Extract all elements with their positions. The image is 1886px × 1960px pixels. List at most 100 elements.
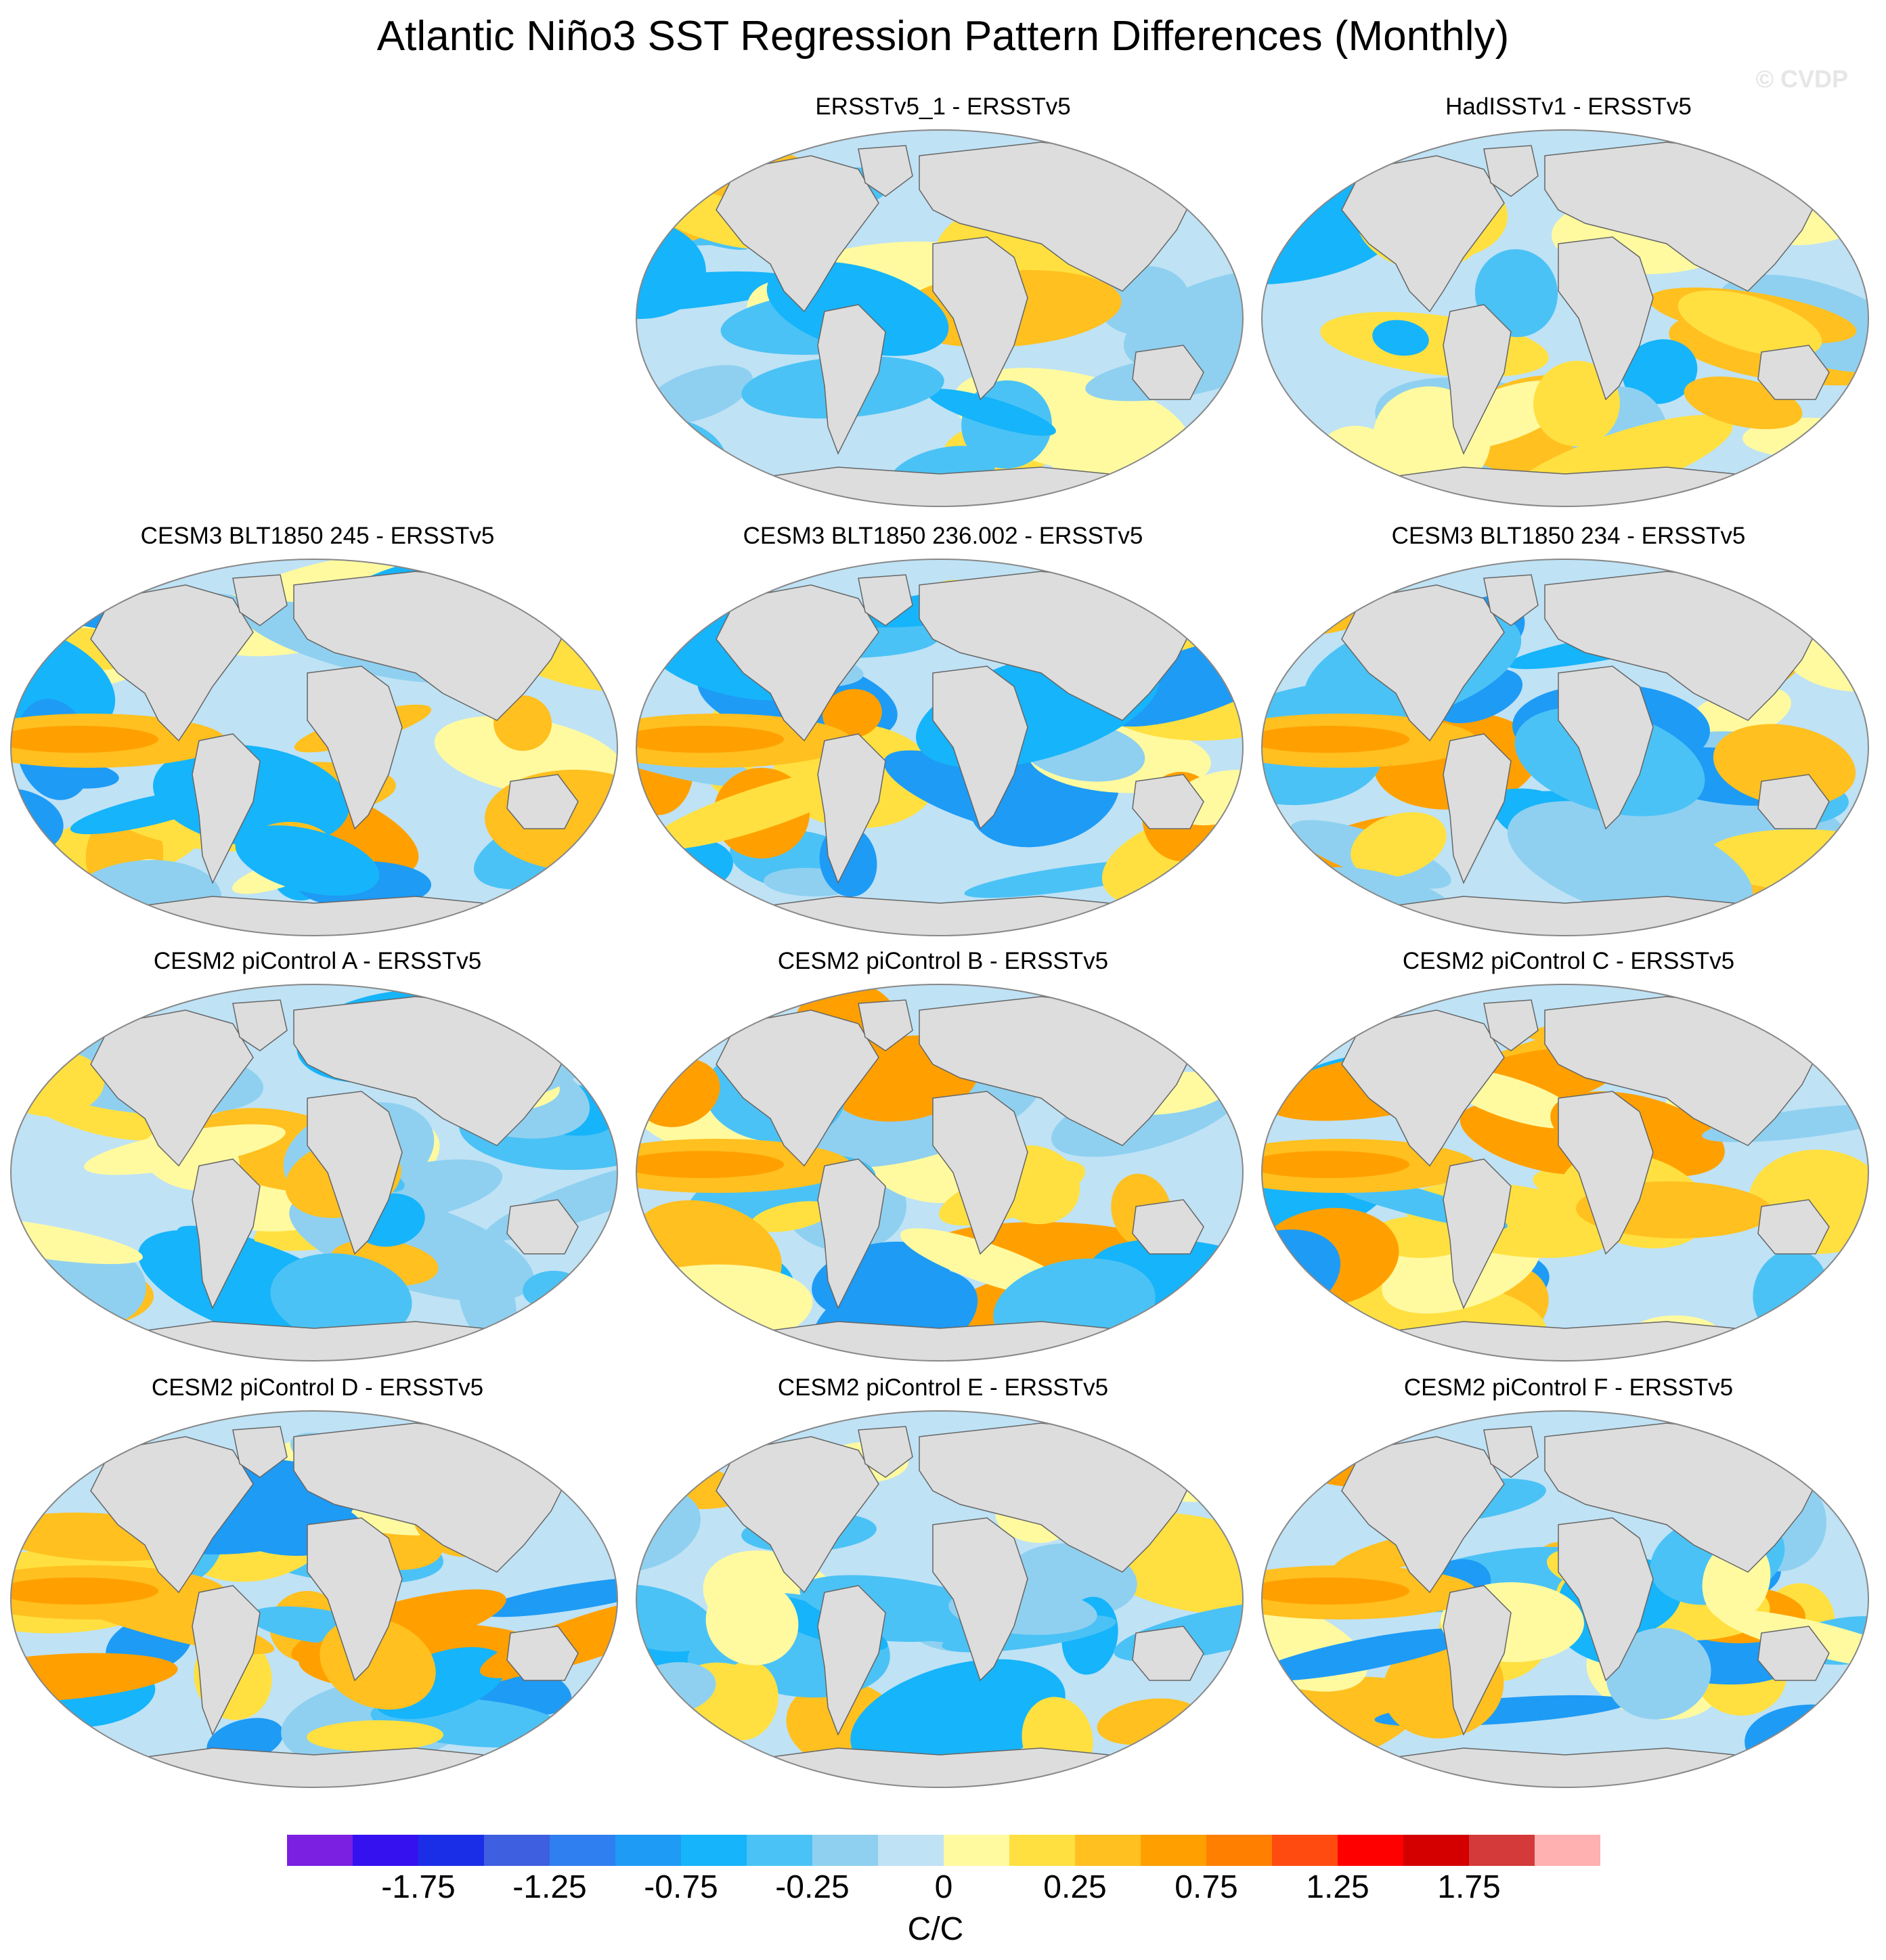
land-mass bbox=[232, 999, 288, 1051]
colorbar-swatch bbox=[1535, 1835, 1600, 1866]
colorbar-tick-label: 0.75 bbox=[1175, 1869, 1238, 1905]
map-border bbox=[1261, 129, 1869, 507]
warm-anomaly-region bbox=[1713, 724, 1856, 806]
land-mass bbox=[932, 1091, 1028, 1255]
land-mass bbox=[90, 1009, 254, 1167]
land-mass bbox=[716, 584, 879, 742]
colorbar-tick-label: 0.25 bbox=[1043, 1869, 1107, 1905]
warm-anomaly-region bbox=[307, 1720, 443, 1752]
cool-anomaly-region bbox=[477, 1577, 617, 1617]
colorbar-tick-label: -0.25 bbox=[775, 1869, 850, 1905]
land-mass bbox=[307, 1091, 403, 1255]
land-mass bbox=[1757, 1626, 1830, 1681]
land-mass bbox=[1757, 345, 1830, 400]
map-border bbox=[1261, 559, 1869, 936]
world-map bbox=[1261, 984, 1869, 1362]
colorbar-swatch bbox=[747, 1835, 813, 1866]
land-mass bbox=[932, 666, 1028, 830]
colorbar-swatch bbox=[1469, 1835, 1535, 1866]
land-mass bbox=[506, 774, 579, 829]
land-mass bbox=[1443, 733, 1512, 884]
land-mass bbox=[817, 1158, 886, 1309]
land-mass bbox=[90, 584, 254, 742]
map-border bbox=[636, 984, 1244, 1362]
warm-anomaly-region bbox=[1533, 360, 1620, 447]
warm-anomaly-region bbox=[705, 1579, 799, 1665]
panel-title: CESM2 piControl E - ERSSTv5 bbox=[777, 1374, 1109, 1401]
equatorial-pacific-core bbox=[1262, 726, 1409, 753]
warm-anomaly-region bbox=[712, 1661, 778, 1741]
land-mass bbox=[307, 1517, 403, 1682]
warm-anomaly-region bbox=[823, 689, 882, 739]
cool-anomaly-region bbox=[563, 1303, 617, 1337]
figure-title: Atlantic Niño3 SST Regression Pattern Di… bbox=[376, 13, 1510, 60]
cool-anomaly-region bbox=[927, 389, 1056, 436]
panel-title: ERSSTv5_1 - ERSSTv5 bbox=[815, 93, 1071, 120]
land-mass bbox=[716, 155, 879, 313]
land-mass bbox=[1132, 1626, 1204, 1681]
colorbar-swatch bbox=[418, 1835, 485, 1866]
warm-anomaly-region bbox=[1677, 290, 1822, 357]
warm-anomaly-region bbox=[649, 768, 868, 850]
colorbar-swatch bbox=[1338, 1835, 1404, 1866]
cvdp-watermark: © CVDP bbox=[1755, 65, 1848, 93]
world-map bbox=[1261, 1410, 1869, 1788]
map-border bbox=[1261, 984, 1869, 1362]
land-mass bbox=[1483, 1426, 1539, 1478]
land-mass bbox=[192, 1158, 261, 1309]
world-map bbox=[10, 984, 618, 1362]
land-mass bbox=[1558, 1091, 1654, 1255]
colorbar-units: C/C bbox=[907, 1911, 964, 1947]
colorbar-tick-label: 1.25 bbox=[1306, 1869, 1369, 1905]
land-mass bbox=[1757, 774, 1830, 829]
panel-title: HadISSTv1 - ERSSTv5 bbox=[1445, 93, 1692, 120]
map-panel: ERSSTv5_1 - ERSSTv5 bbox=[635, 93, 1251, 520]
land-mass bbox=[932, 1517, 1028, 1682]
colorbar-swatch bbox=[681, 1835, 747, 1866]
land-mass bbox=[1341, 1009, 1505, 1167]
colorbar-swatch bbox=[484, 1835, 550, 1866]
colorbar-tick-label: 1.75 bbox=[1437, 1869, 1501, 1905]
map-panel: CESM2 piControl B - ERSSTv5 bbox=[635, 948, 1251, 1374]
map-panel: HadISSTv1 - ERSSTv5 bbox=[1260, 93, 1877, 520]
colorbar-swatch bbox=[1403, 1835, 1470, 1866]
world-map bbox=[636, 129, 1244, 507]
colorbar bbox=[287, 1835, 1600, 1866]
world-map bbox=[10, 1410, 618, 1788]
land-mass bbox=[716, 1436, 879, 1594]
world-map bbox=[636, 559, 1244, 936]
land-mass bbox=[192, 733, 261, 884]
colorbar-swatch bbox=[1075, 1835, 1141, 1866]
map-border bbox=[10, 1410, 618, 1788]
world-map bbox=[636, 1410, 1244, 1788]
cool-anomaly-region bbox=[70, 789, 224, 835]
map-panel: CESM3 BLT1850 234 - ERSSTv5 bbox=[1260, 523, 1877, 949]
equatorial-pacific-core bbox=[1262, 1151, 1409, 1178]
world-map bbox=[1261, 559, 1869, 936]
land-mass bbox=[307, 666, 403, 830]
colorbar-swatch bbox=[615, 1835, 682, 1866]
colorbar-swatch bbox=[944, 1835, 1010, 1866]
map-border bbox=[10, 984, 618, 1362]
land-mass bbox=[1341, 155, 1505, 313]
cool-anomaly-region bbox=[1372, 320, 1429, 356]
land-mass bbox=[858, 1426, 913, 1478]
cool-anomaly-region bbox=[1262, 1628, 1474, 1681]
cool-anomaly-region bbox=[1191, 1267, 1243, 1350]
warm-anomaly-region bbox=[1038, 381, 1137, 484]
land-mass bbox=[1443, 1158, 1512, 1309]
land-mass bbox=[1341, 584, 1505, 742]
map-border bbox=[636, 129, 1244, 507]
panel-title: CESM3 BLT1850 245 - ERSSTv5 bbox=[140, 523, 495, 549]
land-mass bbox=[1558, 1517, 1654, 1682]
land-mass bbox=[858, 574, 913, 626]
warm-anomaly-region bbox=[11, 1653, 178, 1703]
colorbar-swatch bbox=[812, 1835, 879, 1866]
cool-anomaly-region bbox=[636, 218, 706, 320]
land-mass bbox=[90, 1436, 254, 1594]
map-panel: CESM2 piControl C - ERSSTv5 bbox=[1260, 948, 1877, 1374]
land-mass bbox=[1132, 774, 1204, 829]
land-mass bbox=[1757, 1199, 1830, 1255]
land-mass bbox=[1483, 999, 1539, 1051]
colorbar-tick-label: -1.75 bbox=[381, 1869, 456, 1905]
